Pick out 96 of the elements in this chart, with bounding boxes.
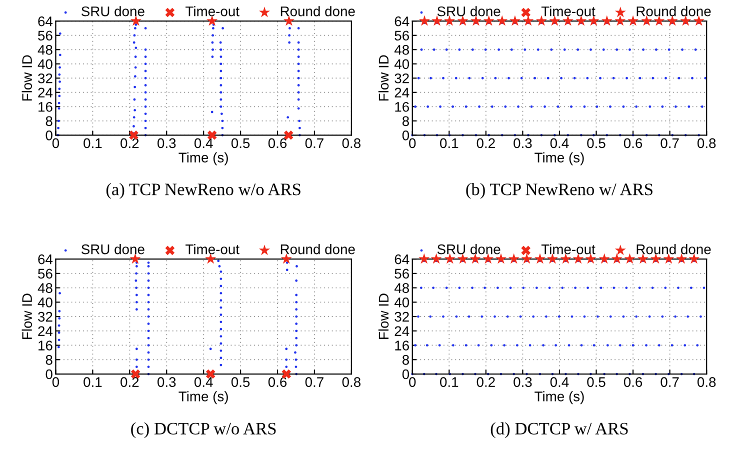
x-tick-label: 0.6 <box>268 138 287 148</box>
x-tick-label: 0.3 <box>514 377 532 387</box>
legend-label: SRU done <box>82 244 144 254</box>
legend-label: SRU done <box>437 244 500 254</box>
x-tick-label: 0.4 <box>194 138 213 148</box>
x-tick-label: 0.2 <box>476 377 495 387</box>
y-tick-label: 64 <box>394 16 410 26</box>
y-tick-label: 48 <box>394 44 409 55</box>
x-tick-label: 0.7 <box>305 377 324 387</box>
text: (a) TCP NewReno w/o ARS <box>106 183 300 199</box>
y-tick-label: 16 <box>38 102 52 112</box>
x-tick-label: 0.3 <box>158 138 176 148</box>
y-tick-label: 64 <box>394 254 410 264</box>
y-tick-label: 0 <box>46 369 52 380</box>
y-tick-label: 8 <box>402 116 409 126</box>
y-tick-label: 48 <box>394 283 409 293</box>
y-tick-label: 8 <box>46 354 52 365</box>
y-tick-label: 0 <box>402 130 410 140</box>
x-axis-title: Time (s) <box>534 152 584 166</box>
y-tick-label: 40 <box>38 59 52 70</box>
x-tick-label: 0.2 <box>476 138 495 148</box>
legend-label: Round done <box>636 6 711 16</box>
y-tick-label: 40 <box>38 298 52 308</box>
legend-label: Round done <box>636 244 711 254</box>
x-tick-label: 0 <box>52 138 60 148</box>
y-tick-label: 32 <box>38 312 52 322</box>
x-tick-label: 0.8 <box>342 138 360 148</box>
x-axis-title: Time (s) <box>178 152 228 166</box>
x-tick-label: 0.7 <box>305 138 324 148</box>
y-tick-label: 16 <box>395 102 409 112</box>
x-tick-label: 0.5 <box>231 138 250 148</box>
text: (b) TCP NewReno w/ ARS <box>466 183 652 199</box>
x-tick-label: 0.1 <box>440 138 458 148</box>
x-tick-label: 0.1 <box>440 377 458 387</box>
x-tick-label: 0.8 <box>342 377 360 387</box>
x-tick-label: 0.5 <box>587 138 606 148</box>
y-tick-label: 32 <box>38 73 52 84</box>
x-tick-label: 0 <box>409 138 416 148</box>
x-tick-label: 0.8 <box>697 377 716 387</box>
text: (d) DCTCP w/ ARS <box>490 422 628 438</box>
x-tick-label: 0.5 <box>587 377 606 387</box>
y-tick-label: 56 <box>38 30 52 41</box>
y-tick-label: 40 <box>394 298 410 308</box>
y-tick-label: 24 <box>38 326 53 336</box>
legend-label: Time-out <box>186 244 240 254</box>
x-tick-label: 0.4 <box>194 377 213 387</box>
x-tick-label: 0.6 <box>624 138 642 148</box>
x-tick-label: 0.4 <box>550 138 569 148</box>
x-tick-label: 0.1 <box>84 377 102 387</box>
y-tick-label: 64 <box>38 16 53 26</box>
y-tick-label: 16 <box>395 340 409 350</box>
legend-label: Time-out <box>186 6 240 16</box>
x-tick-label: 0.2 <box>120 138 139 148</box>
x-tick-label: 0.4 <box>550 377 569 387</box>
x-tick-label: 0.3 <box>158 377 176 387</box>
y-tick-label: 0 <box>402 369 410 380</box>
x-axis-title: Time (s) <box>534 391 584 404</box>
x-tick-label: 0.8 <box>697 138 716 148</box>
legend-label: SRU done <box>437 6 500 16</box>
legend-label: Round done <box>280 244 355 254</box>
y-tick-label: 48 <box>38 44 52 55</box>
x-tick-label: 0.7 <box>660 138 679 148</box>
legend-label: Time-out <box>541 6 596 16</box>
x-tick-label: 0.5 <box>231 377 250 387</box>
x-tick-label: 0.6 <box>268 377 287 387</box>
y-tick-label: 24 <box>38 88 53 98</box>
y-axis-title: Flow ID <box>22 294 32 339</box>
y-tick-label: 32 <box>394 312 409 322</box>
y-axis-title: Flow ID <box>22 55 32 101</box>
y-tick-label: 24 <box>394 88 410 98</box>
text: (c) DCTCP w/o ARS <box>131 422 276 438</box>
legend-label: SRU done <box>82 6 144 16</box>
legend-label: Time-out <box>541 244 596 254</box>
y-tick-label: 16 <box>38 340 52 350</box>
y-tick-label: 56 <box>38 268 52 279</box>
y-tick-label: 40 <box>394 59 410 70</box>
y-tick-label: 64 <box>38 254 53 264</box>
x-tick-label: 0 <box>409 377 416 387</box>
y-axis-title: Flow ID <box>378 55 389 101</box>
y-tick-label: 48 <box>38 283 52 293</box>
x-tick-label: 0.6 <box>624 377 642 387</box>
x-tick-label: 0.1 <box>84 138 102 148</box>
legend-label: Round done <box>280 6 355 16</box>
y-axis-title: Flow ID <box>378 294 389 339</box>
y-tick-label: 56 <box>394 30 409 41</box>
y-tick-label: 24 <box>394 326 410 336</box>
x-tick-label: 0.7 <box>660 377 679 387</box>
x-tick-label: 0.3 <box>514 138 532 148</box>
x-tick-label: 0 <box>52 377 60 387</box>
y-tick-label: 0 <box>46 130 52 140</box>
y-tick-label: 56 <box>394 268 409 279</box>
y-tick-label: 8 <box>402 354 409 365</box>
y-tick-label: 32 <box>394 73 409 84</box>
x-axis-title: Time (s) <box>178 391 228 404</box>
x-tick-label: 0.2 <box>120 377 139 387</box>
y-tick-label: 8 <box>46 116 52 126</box>
